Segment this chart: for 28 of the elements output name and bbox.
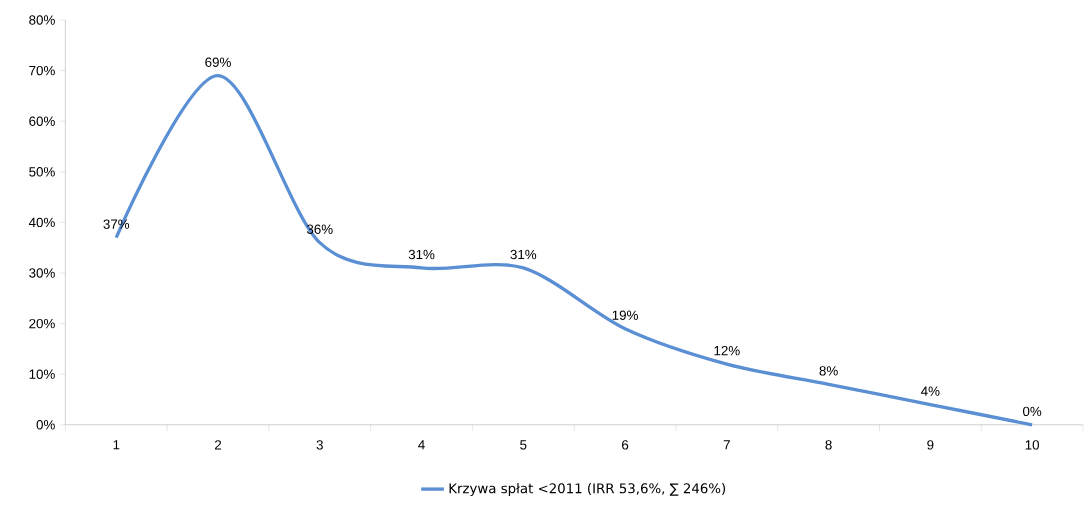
data-label: 0% bbox=[1023, 406, 1042, 417]
x-tick-label: 4 bbox=[418, 440, 425, 450]
data-label: 4% bbox=[921, 386, 940, 396]
y-tick-label: 20% bbox=[29, 318, 55, 329]
x-tick-label: 8 bbox=[825, 440, 832, 450]
x-tick-label: 3 bbox=[316, 440, 323, 450]
x-tick-label: 10 bbox=[1025, 440, 1040, 450]
data-label: 19% bbox=[612, 310, 638, 321]
y-tick-label: 70% bbox=[29, 65, 55, 76]
data-label: 31% bbox=[408, 249, 435, 260]
y-tick-label: 40% bbox=[28, 217, 55, 228]
y-tick-label: 10% bbox=[29, 369, 55, 379]
y-tick-label: 50% bbox=[29, 167, 55, 177]
y-tick-label: 80% bbox=[29, 15, 55, 25]
y-tick-label: 0% bbox=[36, 420, 55, 430]
x-tick-label: 5 bbox=[520, 440, 527, 450]
data-label: 8% bbox=[819, 366, 838, 376]
x-tick-label: 7 bbox=[723, 440, 730, 450]
legend-label: Krzywa spłat <2011 (IRR 53,6%, ∑ 246%) bbox=[449, 483, 726, 497]
y-tick-label: 30% bbox=[29, 268, 55, 278]
x-tick-label: 6 bbox=[622, 440, 629, 450]
data-label: 69% bbox=[205, 57, 231, 68]
data-label: 12% bbox=[714, 346, 740, 356]
y-tick-label: 60% bbox=[29, 116, 55, 127]
data-label: 31% bbox=[510, 249, 537, 260]
x-tick-label: 9 bbox=[927, 440, 934, 450]
x-tick-label: 2 bbox=[214, 440, 222, 450]
x-tick-label: 1 bbox=[113, 440, 120, 450]
